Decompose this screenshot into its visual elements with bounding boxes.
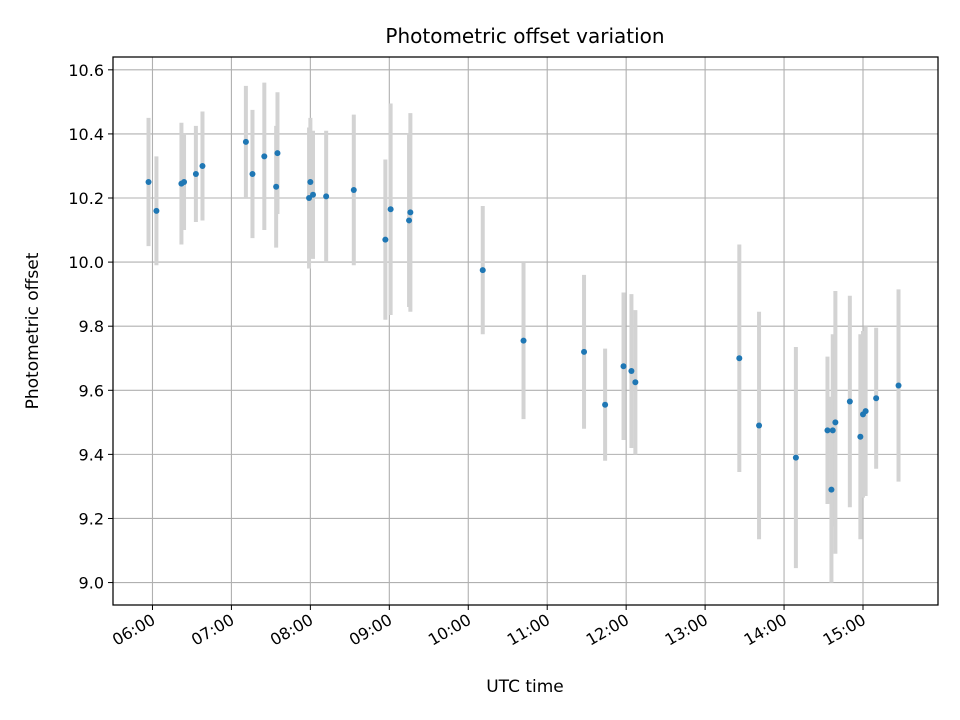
data-point: [145, 178, 152, 185]
data-point: [862, 408, 869, 415]
error-bars: [146, 82, 901, 583]
data-point: [382, 236, 389, 243]
data-point: [181, 178, 188, 185]
y-tick-label: 9.6: [79, 381, 104, 400]
y-tick-label: 10.6: [68, 61, 104, 80]
data-point: [273, 183, 280, 190]
data-point: [249, 170, 256, 177]
data-point: [350, 186, 357, 193]
x-tick-label: 09:00: [346, 610, 395, 650]
data-point: [832, 419, 839, 426]
data-point: [406, 217, 413, 224]
x-axis-label: UTC time: [486, 677, 564, 697]
x-tick-label: 07:00: [188, 610, 237, 650]
data-point: [310, 191, 316, 198]
data-point: [479, 267, 486, 274]
data-point: [387, 206, 394, 213]
y-tick-label: 10.0: [68, 253, 104, 272]
x-tick-label: 10:00: [425, 610, 474, 650]
y-tick-label: 9.2: [79, 509, 104, 528]
data-point: [857, 433, 864, 440]
x-tick-label: 13:00: [662, 610, 711, 650]
data-point: [846, 398, 853, 405]
data-point: [274, 150, 281, 157]
y-tick-label: 9.8: [79, 317, 104, 336]
data-point: [153, 207, 160, 214]
data-point: [261, 153, 268, 160]
data-point: [620, 363, 627, 370]
x-tick-label: 06:00: [109, 610, 158, 650]
x-tick-label: 14:00: [741, 610, 790, 650]
data-point: [828, 486, 835, 493]
chart-title: Photometric offset variation: [385, 24, 664, 48]
y-tick-label: 10.4: [68, 125, 104, 144]
data-point: [829, 427, 836, 434]
data-point: [520, 337, 527, 344]
x-tick-label: 12:00: [583, 610, 632, 650]
data-point: [199, 162, 206, 169]
data-point: [873, 395, 880, 402]
data-point: [407, 209, 414, 216]
y-tick-label: 9.4: [79, 445, 104, 464]
data-points: [145, 138, 902, 493]
data-point: [736, 355, 743, 362]
x-tick-label: 11:00: [504, 610, 553, 650]
data-point: [242, 138, 249, 145]
plot-frame: [112, 56, 939, 606]
y-tick-label: 9.0: [79, 574, 104, 593]
data-point: [602, 401, 609, 408]
data-point: [323, 193, 330, 200]
y-axis-label: Photometric offset: [23, 252, 43, 409]
data-point: [895, 382, 902, 389]
data-point: [756, 422, 763, 429]
data-point: [192, 170, 199, 177]
data-point: [581, 348, 588, 355]
data-point: [628, 368, 635, 375]
data-point: [307, 178, 314, 185]
data-point: [632, 379, 639, 386]
data-point: [824, 427, 831, 434]
x-tick-label: 15:00: [820, 610, 869, 650]
x-tick-label: 08:00: [267, 610, 316, 650]
y-tick-label: 10.2: [68, 189, 104, 208]
data-point: [792, 454, 799, 461]
